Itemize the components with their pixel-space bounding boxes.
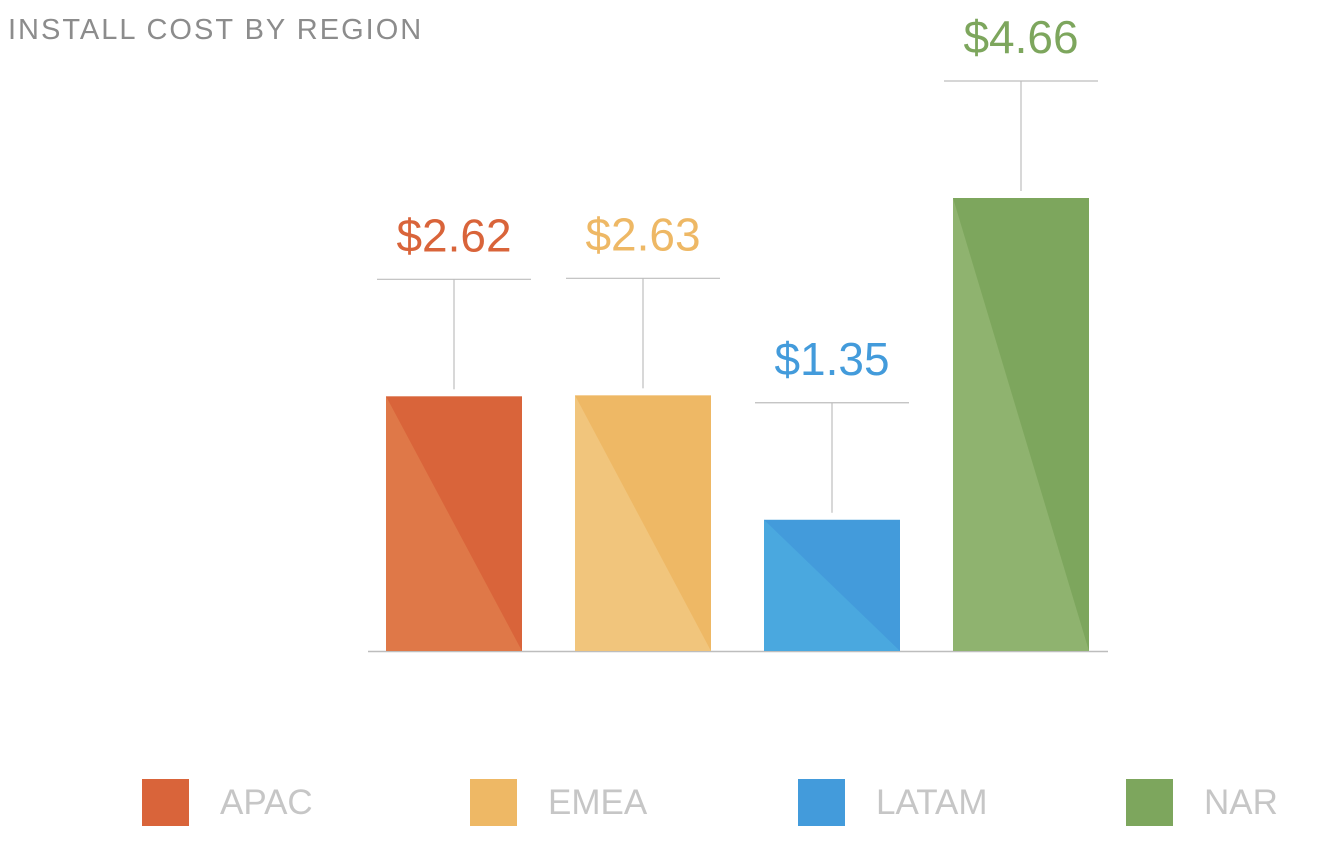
legend-swatch [798, 779, 845, 826]
value-label-apac: $2.62 [396, 209, 511, 261]
legend-swatch [470, 779, 517, 826]
legend-label: APAC [220, 782, 313, 822]
legend-item-nar: NAR [1126, 779, 1278, 826]
legend-swatch [142, 779, 189, 826]
legend-item-apac: APAC [142, 779, 313, 826]
bar-facet-emea [575, 395, 711, 651]
bar-facet-nar [953, 198, 1089, 651]
legend-item-emea: EMEA [470, 779, 647, 826]
legend-label: LATAM [876, 782, 988, 822]
value-label-emea: $2.63 [585, 208, 700, 260]
legend-item-latam: LATAM [798, 779, 988, 826]
legend-label: EMEA [548, 782, 648, 822]
legend-swatch [1126, 779, 1173, 826]
value-label-nar: $4.66 [963, 11, 1078, 63]
bar-facet-apac [386, 396, 522, 651]
chart-title: INSTALL COST BY REGION [8, 14, 424, 46]
value-label-latam: $1.35 [774, 333, 889, 385]
legend-label: NAR [1204, 782, 1278, 822]
bar-facet-latam [764, 519, 900, 651]
